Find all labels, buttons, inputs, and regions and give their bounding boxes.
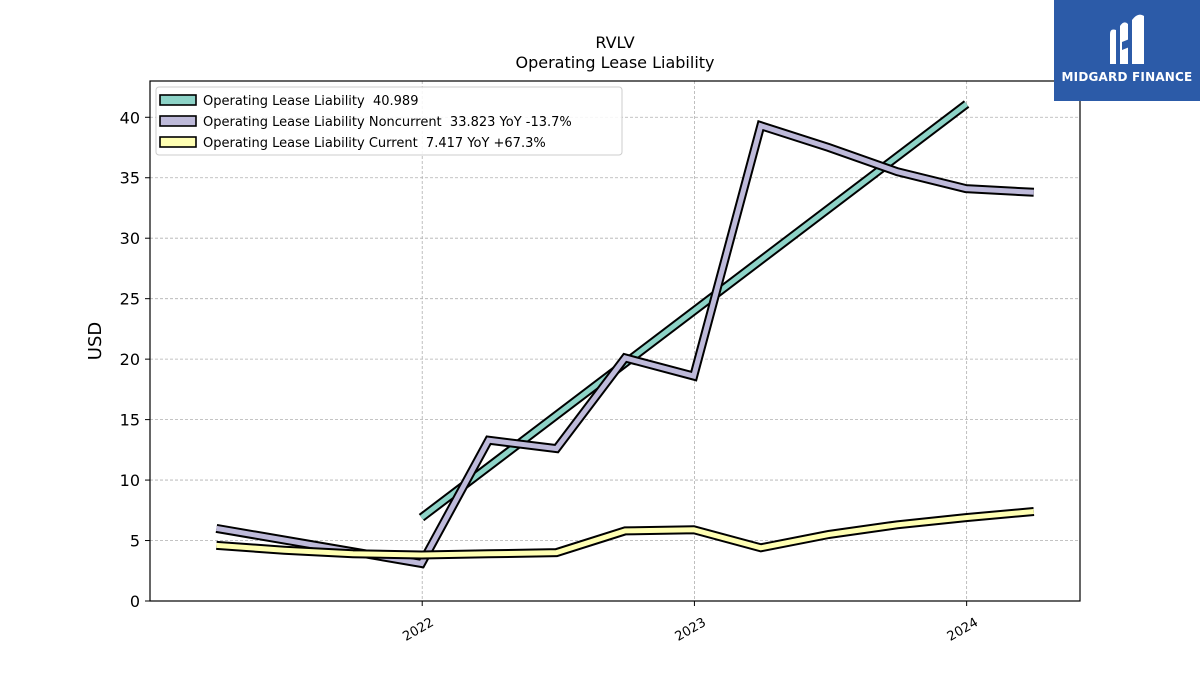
legend-label: Operating Lease Liability Noncurrent 33.… bbox=[203, 115, 572, 130]
x-tick-label: 2024 bbox=[945, 615, 981, 645]
legend-swatch bbox=[159, 136, 197, 148]
y-axis-label: USD bbox=[85, 322, 106, 360]
x-tick-label: 2022 bbox=[400, 615, 436, 645]
series-line-stroke bbox=[215, 122, 1034, 567]
y-tick-label: 30 bbox=[120, 229, 140, 248]
y-tick-label: 10 bbox=[120, 471, 140, 490]
logo-text: MIDGARD FINANCE bbox=[1061, 70, 1193, 84]
y-tick-label: 35 bbox=[120, 169, 140, 188]
legend-swatch bbox=[159, 115, 197, 127]
plot-frame bbox=[149, 80, 1081, 602]
x-tick-label: 2023 bbox=[673, 615, 709, 645]
legend-label: Operating Lease Liability Current 7.417 … bbox=[203, 136, 546, 151]
series-layer bbox=[215, 100, 1035, 569]
y-tick-label: 0 bbox=[130, 592, 140, 611]
y-tick-label: 5 bbox=[130, 532, 140, 551]
brand-logo: MIDGARD FINANCE bbox=[1054, 0, 1200, 101]
legend-label: Operating Lease Liability 40.989 bbox=[203, 94, 418, 109]
legend-swatch bbox=[159, 94, 197, 106]
y-tick-label: 15 bbox=[120, 411, 140, 430]
series-line-stroke bbox=[419, 102, 969, 520]
logo-icon bbox=[1110, 14, 1144, 65]
y-tick-label: 40 bbox=[120, 108, 140, 127]
legend-frame bbox=[155, 86, 623, 156]
y-tick-label: 25 bbox=[120, 290, 140, 309]
series-line-outline bbox=[215, 119, 1035, 569]
series-line-stroke bbox=[216, 509, 1035, 558]
grid bbox=[150, 81, 1080, 601]
series-line-1 bbox=[418, 100, 970, 522]
chart-subtitle: Operating Lease Liability bbox=[515, 53, 714, 72]
legend: Operating Lease Liability 40.989 Operatin… bbox=[155, 86, 623, 156]
series-line-2 bbox=[215, 119, 1035, 569]
series-line-3 bbox=[216, 507, 1035, 560]
y-tick-label: 20 bbox=[120, 350, 140, 369]
chart-title: RVLV bbox=[595, 33, 634, 52]
